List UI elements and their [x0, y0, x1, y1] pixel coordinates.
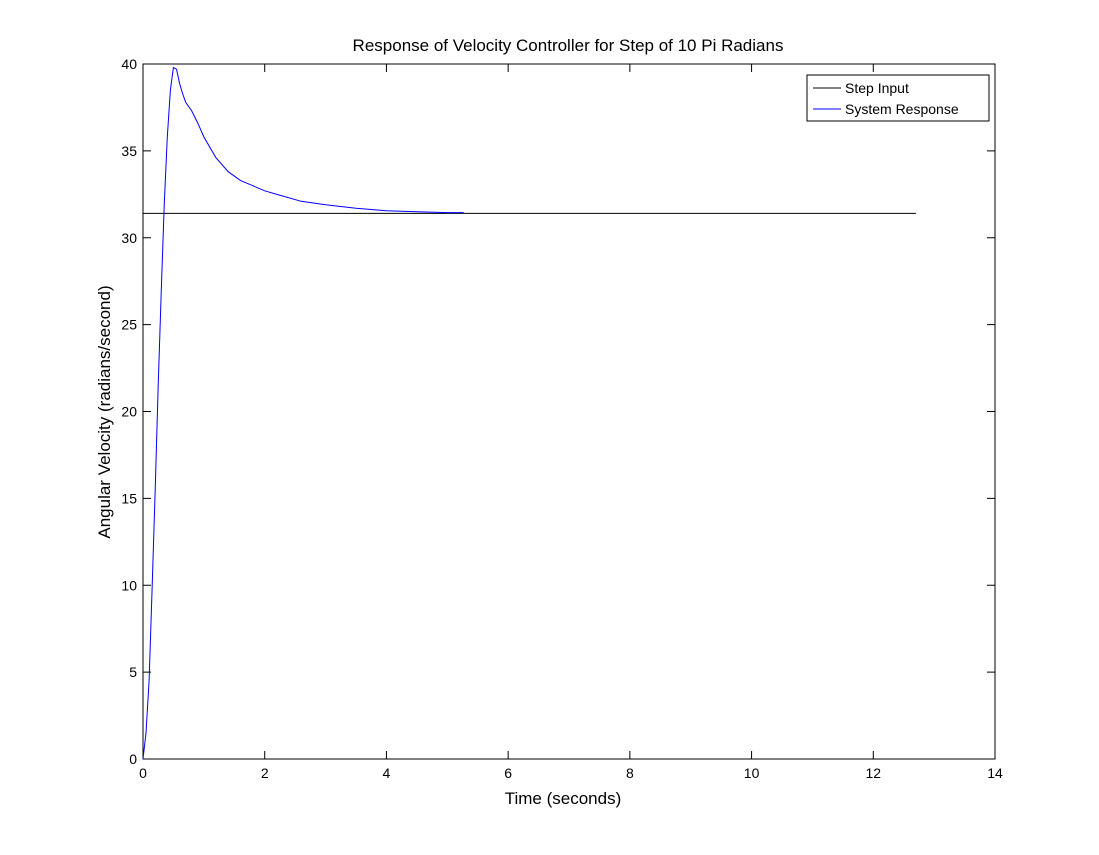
x-tick-label: 10 — [744, 765, 760, 781]
series-group — [142, 66, 916, 760]
x-axis: 0 2 4 6 8 10 12 14 — [139, 64, 1003, 781]
legend: Step Input System Response — [806, 74, 990, 122]
y-tick-label: 10 — [121, 577, 137, 593]
legend-box — [806, 74, 990, 122]
x-tick-label: 14 — [987, 765, 1003, 781]
x-tick-label: 12 — [865, 765, 881, 781]
x-tick-label: 2 — [261, 765, 269, 781]
y-tick-label: 5 — [129, 664, 137, 680]
y-axis: 0 5 10 15 20 25 30 35 40 — [121, 56, 995, 767]
y-tick-label: 0 — [129, 751, 137, 767]
y-tick-label: 40 — [121, 56, 137, 72]
legend-label-step-input: Step Input — [845, 80, 909, 96]
x-tick-label: 8 — [626, 765, 634, 781]
y-tick-label: 20 — [121, 404, 137, 420]
x-tick-label: 6 — [504, 765, 512, 781]
y-tick-label: 25 — [121, 317, 137, 333]
chart-title: Response of Velocity Controller for Step… — [353, 36, 784, 55]
legend-label-system-response: System Response — [845, 101, 959, 117]
y-axis-title: Angular Velocity (radians/second) — [95, 285, 114, 538]
x-tick-label: 0 — [139, 765, 147, 781]
x-axis-title: Time (seconds) — [505, 789, 622, 808]
plot-area: 0 2 4 6 8 10 12 14 0 5 10 15 20 25 30 35 40 — [121, 56, 1003, 781]
y-tick-label: 15 — [121, 490, 137, 506]
y-tick-label: 35 — [121, 143, 137, 159]
plot-frame — [142, 63, 996, 760]
system-response-line — [142, 66, 464, 760]
y-tick-label: 30 — [121, 230, 137, 246]
x-tick-label: 4 — [383, 765, 391, 781]
